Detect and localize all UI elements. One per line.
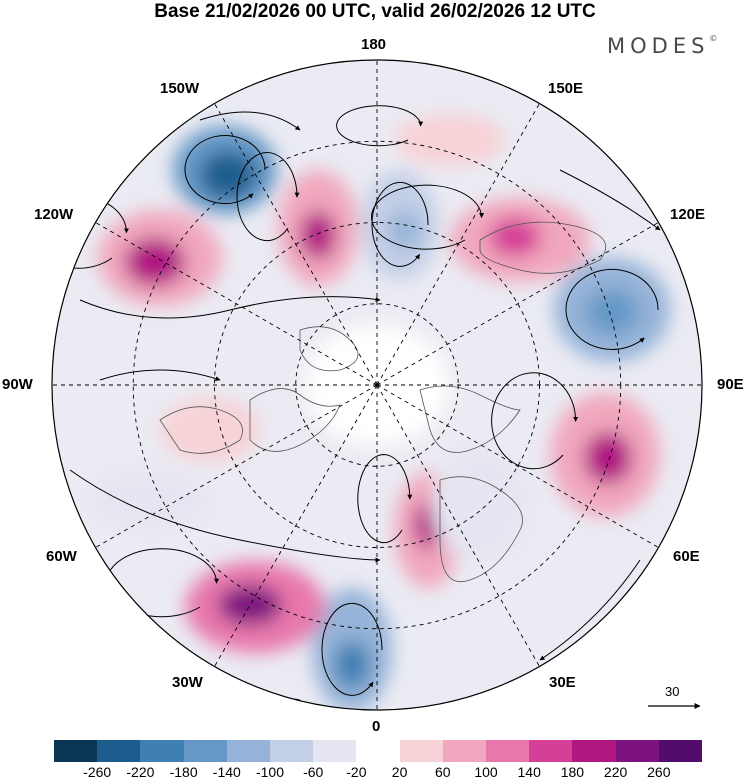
colorbar-tick-label: 260 bbox=[647, 764, 671, 780]
lon-label-150w: 150W bbox=[160, 80, 200, 97]
lon-label-90e: 90E bbox=[717, 376, 744, 393]
colorbar-segment bbox=[486, 740, 530, 762]
streamline bbox=[236, 152, 300, 242]
colorbar-tick-label: -60 bbox=[303, 764, 324, 780]
colorbar-ticks: -260 -220 -180 -140 -100 -60 -20 20 60 100 140 180 2… bbox=[54, 764, 702, 782]
colorbar-segment bbox=[399, 740, 443, 762]
anomaly-high-beaufort bbox=[278, 170, 358, 286]
streamline bbox=[357, 454, 413, 544]
brand-logo: MODES© bbox=[607, 34, 717, 58]
lon-label-180: 180 bbox=[361, 36, 387, 53]
colorbar-segment bbox=[270, 740, 314, 762]
coastline bbox=[249, 388, 341, 452]
colorbar-tick-label: -20 bbox=[346, 764, 367, 780]
colorbar-segment bbox=[313, 740, 357, 762]
anomaly-low-labrador bbox=[90, 470, 210, 530]
colorbar-tick-label: -180 bbox=[169, 764, 198, 780]
colorbar-segment bbox=[54, 740, 98, 762]
meridian-line bbox=[214, 384, 378, 667]
lon-label-150e: 150E bbox=[548, 80, 584, 97]
streamline bbox=[184, 135, 266, 205]
colorbar-segment bbox=[140, 740, 184, 762]
lon-label-0: 0 bbox=[372, 718, 381, 735]
streamline bbox=[371, 184, 485, 250]
colorbar-tick-label: 220 bbox=[603, 764, 628, 780]
map-boundary bbox=[51, 59, 703, 711]
coastline bbox=[479, 221, 606, 274]
streamline bbox=[106, 548, 220, 618]
coastline bbox=[299, 326, 359, 372]
meridian-line bbox=[376, 384, 659, 548]
colorbar-tick-label: -220 bbox=[126, 764, 155, 780]
anomaly-high-bering bbox=[395, 114, 505, 166]
streamline bbox=[52, 195, 129, 269]
lon-label-60e: 60E bbox=[673, 548, 700, 565]
anomaly-low-europe bbox=[432, 447, 528, 563]
streamline bbox=[119, 698, 301, 710]
streamline bbox=[79, 296, 381, 319]
lon-label-60w: 60W bbox=[46, 548, 77, 565]
anomaly-high-canada bbox=[98, 210, 222, 306]
lon-label-30w: 30W bbox=[172, 674, 203, 691]
anomaly-high-north-atlantic bbox=[185, 561, 325, 653]
colorbar-segment bbox=[658, 740, 703, 762]
colorbar-tick-label: 180 bbox=[560, 764, 585, 780]
colorbar-tick-label: 100 bbox=[474, 764, 498, 780]
coastline bbox=[419, 385, 521, 453]
meridian-line bbox=[95, 384, 378, 548]
anomaly-high-hudson bbox=[160, 398, 260, 462]
coastline bbox=[439, 476, 523, 582]
anomaly-low-atlantic bbox=[312, 588, 392, 710]
lon-label-30e: 30E bbox=[549, 674, 576, 691]
colorbar-segment bbox=[356, 740, 400, 762]
streamline bbox=[336, 105, 424, 147]
anomaly-low-alaska bbox=[173, 126, 277, 214]
meridian-line bbox=[376, 222, 659, 386]
colorbar-segment bbox=[226, 740, 271, 762]
streamline bbox=[559, 169, 661, 231]
colorbar bbox=[54, 740, 703, 762]
colorbar-tick-label: -100 bbox=[255, 764, 285, 780]
brand-mark: © bbox=[709, 34, 718, 43]
colorbar-segment bbox=[529, 740, 573, 762]
anomaly-high-east-siberia bbox=[450, 198, 590, 282]
anomaly-low-chukchi bbox=[362, 170, 438, 280]
streamline bbox=[491, 372, 579, 470]
colorbar-segment bbox=[442, 740, 487, 762]
colorbar-segment bbox=[97, 740, 141, 762]
map-title: Base 21/02/2026 00 UTC, valid 26/02/2026… bbox=[154, 1, 596, 22]
streamline bbox=[321, 602, 383, 696]
colorbar-segment bbox=[183, 740, 227, 762]
streamline bbox=[99, 369, 221, 381]
anomaly-high-west-siberia bbox=[550, 393, 660, 517]
colorbar-segment bbox=[572, 740, 616, 762]
colorbar-tick-label: 20 bbox=[391, 764, 408, 780]
anomaly-low-siberia bbox=[554, 258, 670, 362]
streamline bbox=[565, 268, 659, 350]
colorbar-tick-label: -260 bbox=[83, 764, 112, 780]
streamline bbox=[539, 559, 641, 661]
reference-vector-value: 30 bbox=[665, 684, 680, 699]
streamline bbox=[199, 111, 301, 131]
colorbar-tick-label: -140 bbox=[212, 764, 241, 780]
meridian-line bbox=[214, 103, 378, 386]
meridian-line bbox=[95, 222, 378, 386]
colorbar-tick-label: 140 bbox=[517, 764, 541, 780]
colorbar-tick-label: 60 bbox=[435, 764, 451, 780]
meridian-line bbox=[376, 103, 540, 386]
coastline bbox=[159, 406, 243, 454]
meridian-line bbox=[376, 384, 540, 667]
colorbar-segment bbox=[615, 740, 659, 762]
brand-name: MODES bbox=[607, 34, 710, 58]
lon-label-120e: 120E bbox=[670, 206, 706, 223]
streamline bbox=[69, 469, 381, 563]
lon-label-90w: 90W bbox=[2, 376, 33, 393]
lon-label-120w: 120W bbox=[34, 206, 74, 223]
